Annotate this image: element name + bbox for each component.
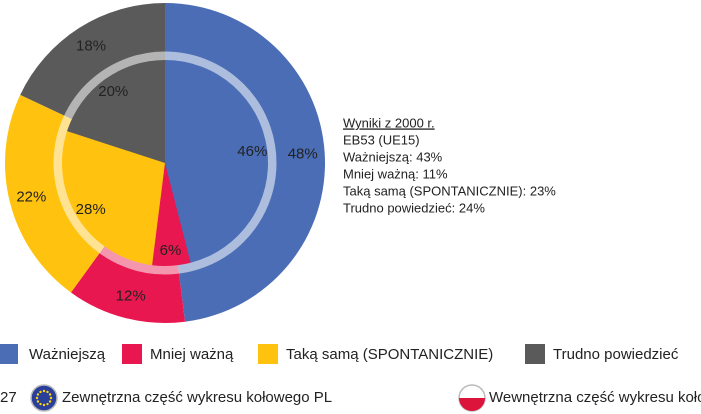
eu-star [46, 390, 49, 394]
data-label: 48% [288, 145, 318, 162]
data-label: 28% [76, 201, 106, 218]
annotation-line: Trudno powiedzieć: 24% [343, 200, 485, 215]
annotation-title: Wyniki z 2000 r. [343, 115, 435, 130]
eu-star [39, 390, 42, 394]
pie-slice [67, 60, 165, 163]
legend-swatch [0, 344, 18, 364]
pl-flag-red [459, 398, 485, 411]
data-label: 18% [76, 37, 106, 54]
annotation-line: EB53 (UE15) [343, 132, 420, 147]
eu-star [36, 393, 40, 396]
data-label: 20% [98, 83, 128, 100]
pie-slice [152, 163, 191, 266]
legend-swatch [122, 344, 142, 364]
legend-label: Trudno powiedzieć [553, 346, 679, 363]
data-label: 22% [16, 188, 46, 205]
eu-star [42, 403, 46, 407]
annotation-line: Ważniejszą: 43% [343, 149, 443, 164]
annotation-line: Taką samą (SPONTANICZNIE): 23% [343, 183, 556, 198]
eu-star [46, 402, 49, 406]
data-label: 6% [160, 242, 182, 259]
legend-label: Taką samą (SPONTANICZNIE) [286, 346, 493, 363]
pie-slice [62, 131, 166, 266]
eu-star [48, 393, 52, 396]
eu-star [42, 389, 46, 393]
eu-star [39, 402, 42, 406]
legend-label: Mniej ważną [150, 346, 234, 363]
eu-star [48, 400, 52, 403]
eu-star [36, 400, 40, 403]
legend-label: Ważniejszą [29, 346, 106, 363]
footnote-prefix: 27 [0, 389, 17, 406]
series-legend-label: Wewnętrzna część wykresu kołowego [489, 389, 701, 406]
data-label: 12% [116, 288, 146, 305]
eu-star [35, 396, 39, 400]
legend-swatch [258, 344, 278, 364]
ring-separator [53, 51, 277, 275]
eu-flag-icon [30, 384, 58, 412]
annotation-line: Mniej ważną: 11% [343, 166, 448, 181]
pie-slice [165, 60, 268, 263]
legend-swatch [525, 344, 545, 364]
data-label: 46% [237, 143, 267, 160]
eu-star [49, 396, 53, 400]
series-legend-label: Zewnętrzna część wykresu kołowego PL [62, 389, 332, 406]
